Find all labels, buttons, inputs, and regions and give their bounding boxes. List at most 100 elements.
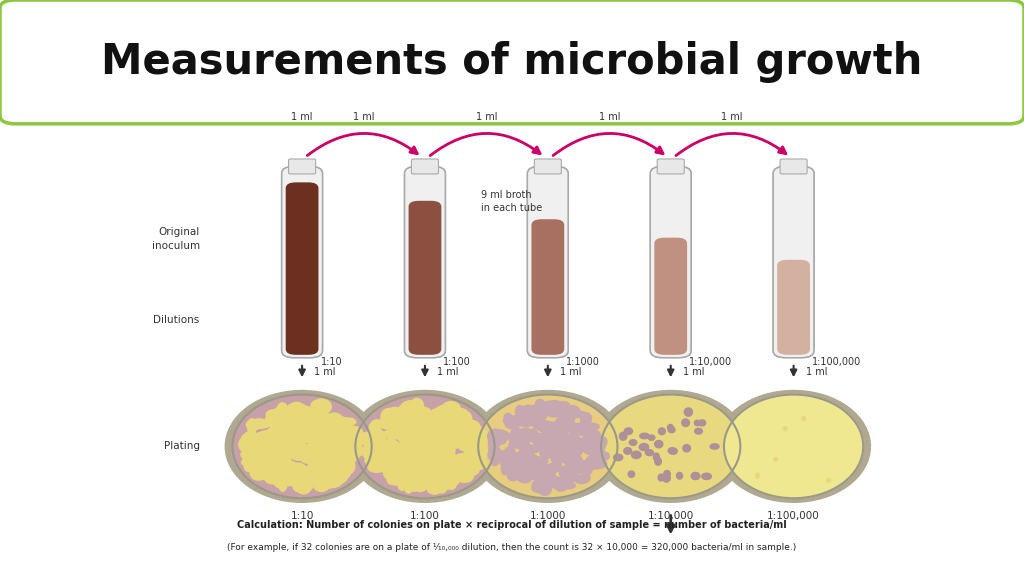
- Ellipse shape: [348, 435, 359, 445]
- Ellipse shape: [404, 463, 416, 475]
- Ellipse shape: [563, 448, 570, 455]
- Ellipse shape: [537, 460, 546, 472]
- Ellipse shape: [489, 429, 501, 439]
- Ellipse shape: [282, 461, 295, 474]
- Ellipse shape: [586, 461, 594, 469]
- Ellipse shape: [420, 411, 428, 420]
- Ellipse shape: [311, 438, 322, 450]
- Ellipse shape: [540, 469, 555, 482]
- Ellipse shape: [422, 464, 438, 472]
- Ellipse shape: [425, 469, 434, 482]
- Ellipse shape: [273, 428, 287, 443]
- Ellipse shape: [343, 458, 355, 473]
- Ellipse shape: [270, 417, 286, 431]
- Ellipse shape: [415, 442, 434, 458]
- Ellipse shape: [253, 443, 265, 456]
- Ellipse shape: [409, 431, 425, 439]
- Ellipse shape: [494, 435, 505, 442]
- Ellipse shape: [374, 451, 385, 466]
- Ellipse shape: [447, 464, 461, 476]
- Ellipse shape: [558, 425, 567, 434]
- Ellipse shape: [315, 414, 333, 425]
- Ellipse shape: [586, 456, 600, 467]
- Ellipse shape: [436, 469, 456, 479]
- Ellipse shape: [315, 474, 334, 482]
- Ellipse shape: [307, 469, 323, 477]
- Ellipse shape: [452, 420, 464, 433]
- Ellipse shape: [525, 457, 534, 465]
- Ellipse shape: [401, 463, 416, 479]
- Ellipse shape: [324, 463, 343, 479]
- Text: 1 ml: 1 ml: [683, 366, 705, 377]
- Ellipse shape: [507, 469, 519, 480]
- Ellipse shape: [663, 474, 671, 482]
- Ellipse shape: [510, 462, 519, 474]
- Ellipse shape: [464, 468, 477, 476]
- Ellipse shape: [494, 433, 501, 441]
- Ellipse shape: [326, 413, 342, 424]
- Ellipse shape: [488, 433, 502, 446]
- Ellipse shape: [542, 434, 549, 442]
- Ellipse shape: [438, 416, 447, 426]
- Ellipse shape: [449, 415, 464, 423]
- Ellipse shape: [270, 446, 289, 456]
- Ellipse shape: [328, 441, 344, 450]
- Ellipse shape: [393, 418, 407, 426]
- Ellipse shape: [435, 454, 452, 467]
- Text: 1 ml: 1 ml: [560, 366, 582, 377]
- Ellipse shape: [581, 467, 592, 475]
- FancyBboxPatch shape: [650, 166, 691, 358]
- Ellipse shape: [645, 450, 653, 456]
- Ellipse shape: [362, 434, 378, 448]
- Ellipse shape: [711, 444, 719, 449]
- Ellipse shape: [241, 437, 253, 449]
- Ellipse shape: [255, 432, 272, 441]
- Ellipse shape: [396, 453, 407, 463]
- Ellipse shape: [386, 459, 400, 469]
- Ellipse shape: [372, 452, 387, 460]
- Ellipse shape: [242, 433, 261, 444]
- Ellipse shape: [435, 449, 454, 460]
- Ellipse shape: [344, 437, 361, 450]
- Ellipse shape: [241, 450, 256, 460]
- Ellipse shape: [278, 419, 288, 430]
- Ellipse shape: [564, 468, 578, 481]
- Ellipse shape: [273, 434, 292, 441]
- Ellipse shape: [316, 435, 329, 444]
- Ellipse shape: [551, 426, 562, 437]
- Ellipse shape: [314, 478, 333, 488]
- Ellipse shape: [414, 466, 427, 480]
- Ellipse shape: [439, 440, 455, 453]
- Ellipse shape: [398, 467, 411, 483]
- Text: 9 ml broth
in each tube: 9 ml broth in each tube: [481, 190, 543, 213]
- Ellipse shape: [412, 460, 430, 468]
- Ellipse shape: [294, 471, 307, 484]
- Ellipse shape: [691, 472, 699, 480]
- Ellipse shape: [568, 464, 579, 475]
- Ellipse shape: [316, 474, 334, 482]
- Text: 1:100,000: 1:100,000: [812, 357, 861, 367]
- Ellipse shape: [331, 438, 344, 448]
- Ellipse shape: [343, 426, 358, 440]
- Ellipse shape: [694, 420, 700, 426]
- Ellipse shape: [387, 407, 403, 419]
- Ellipse shape: [420, 426, 438, 438]
- Ellipse shape: [494, 434, 501, 446]
- Ellipse shape: [407, 414, 418, 429]
- Ellipse shape: [474, 427, 485, 442]
- Ellipse shape: [422, 468, 431, 476]
- Ellipse shape: [545, 478, 554, 488]
- Ellipse shape: [293, 444, 312, 460]
- Ellipse shape: [332, 416, 348, 431]
- Ellipse shape: [314, 438, 330, 446]
- Ellipse shape: [331, 426, 346, 437]
- Ellipse shape: [242, 458, 257, 466]
- Ellipse shape: [717, 391, 870, 502]
- Ellipse shape: [355, 395, 495, 498]
- Ellipse shape: [493, 454, 506, 463]
- Ellipse shape: [553, 448, 567, 460]
- Ellipse shape: [400, 413, 412, 429]
- Ellipse shape: [271, 456, 285, 472]
- Ellipse shape: [472, 432, 489, 442]
- FancyBboxPatch shape: [404, 166, 445, 358]
